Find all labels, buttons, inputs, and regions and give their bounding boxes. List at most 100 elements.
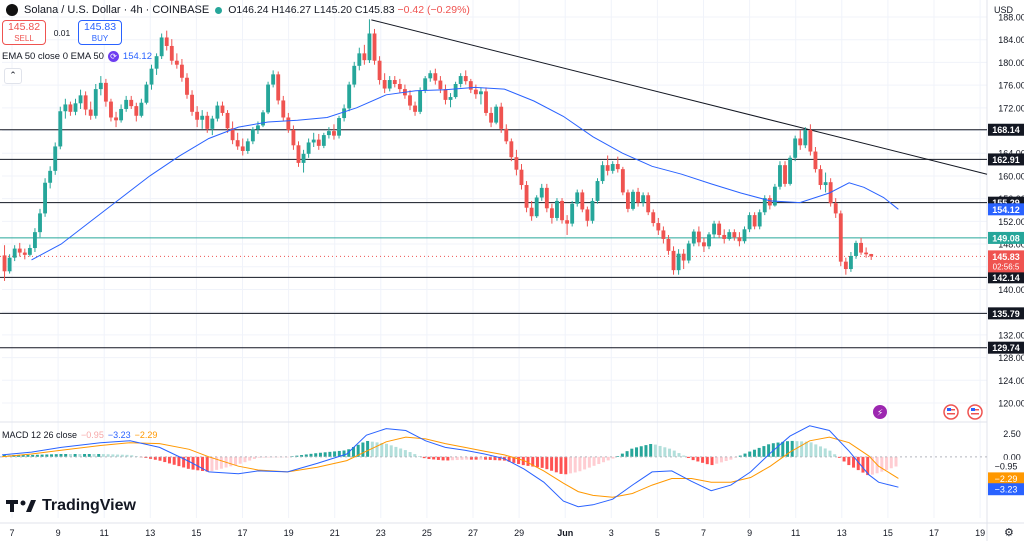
macd-hist-bar — [743, 453, 747, 457]
candle-body — [271, 74, 276, 85]
macd-hist-bar — [488, 456, 492, 460]
macd-hist-bar — [653, 444, 657, 457]
settings-gear-icon[interactable]: ⚙ — [1004, 527, 1014, 539]
time-tick-label: 15 — [191, 528, 201, 538]
symbol-title[interactable]: Solana / U.S. Dollar · 4h · COINBASE — [24, 4, 210, 16]
candle-body — [671, 250, 676, 271]
macd-hist-bar — [804, 441, 808, 457]
candle-body — [332, 131, 336, 136]
candle-body — [590, 200, 595, 221]
candle-body — [686, 243, 691, 261]
sell-button[interactable]: 145.82 SELL — [2, 20, 46, 45]
macd-hist-bar — [290, 456, 294, 457]
level-price-label: 162.91 — [992, 155, 1020, 165]
macd-hist-bar — [370, 441, 374, 457]
currency-label[interactable]: USD — [994, 5, 1014, 15]
refresh-icon[interactable]: ⟳ — [107, 51, 119, 62]
macd-hist-bar — [281, 456, 285, 458]
ema-value: 154.12 — [122, 51, 152, 62]
macd-hist-bar — [597, 456, 601, 465]
candle-body — [838, 213, 843, 262]
time-tick-label: 19 — [975, 528, 985, 538]
candle-body — [722, 234, 727, 239]
candle-body — [463, 76, 468, 82]
macd-hist-bar — [26, 454, 30, 457]
time-tick-label: 17 — [237, 528, 247, 538]
event-icons: ⚡ — [873, 404, 983, 420]
candle-body — [494, 106, 499, 123]
candle-body — [245, 141, 250, 151]
macd-hist-bar — [696, 456, 700, 462]
macd-hist-bar — [606, 456, 610, 461]
level-price-label-box — [988, 271, 1024, 284]
level-price-label-box — [988, 153, 1024, 166]
price-tick-label: 132.00 — [998, 330, 1024, 340]
ema-50-line — [31, 86, 899, 261]
candle-body — [347, 84, 352, 109]
macd-legend[interactable]: MACD 12 26 close −0.95 −3.23 −2.29 — [2, 430, 157, 440]
macd-hist-bar — [403, 450, 407, 457]
candle-body — [129, 99, 134, 107]
macd-hist-bar — [748, 451, 752, 457]
time-tick-label: 7 — [9, 528, 14, 538]
macd-hist-bar — [800, 441, 804, 457]
candle-body — [575, 192, 580, 204]
macd-hist-bar — [73, 454, 77, 457]
candle-body — [661, 230, 666, 239]
macd-hist-tag: −0.95 — [995, 461, 1018, 471]
candle-body — [103, 82, 108, 102]
macd-hist-bar — [460, 456, 464, 460]
candle-body — [250, 129, 255, 142]
macd-hist-bar — [59, 454, 63, 457]
candle-body — [423, 78, 428, 91]
macd-hist-bar — [601, 456, 605, 463]
macd-hist-bar — [361, 442, 365, 457]
price-axis: 188.00184.00180.00176.00172.00168.00164.… — [988, 13, 1024, 496]
macd-hist-bar — [196, 456, 200, 471]
last-price-box — [988, 250, 1024, 273]
us-flag-event-icon[interactable] — [943, 404, 959, 420]
macd-hist-bar — [512, 456, 516, 463]
candle-body — [261, 112, 265, 126]
candle-body — [27, 248, 32, 255]
candle-body — [83, 95, 88, 110]
candle-body — [53, 146, 58, 171]
candle-body — [367, 33, 372, 61]
buy-button[interactable]: 145.83 BUY — [78, 20, 122, 45]
candle-body — [524, 185, 529, 208]
time-tick-label: 25 — [422, 528, 432, 538]
candle-body — [519, 169, 524, 186]
trade-buttons: 145.82 SELL 0.01 145.83 BUY — [2, 20, 122, 45]
macd-hist-bar — [738, 455, 742, 457]
candle-body — [605, 165, 610, 171]
candle-body — [691, 231, 696, 244]
candle-body — [159, 37, 164, 57]
time-tick-label: 27 — [468, 528, 478, 538]
candle-body — [625, 192, 630, 209]
macd-hist-bar — [493, 456, 497, 461]
candle-body — [712, 223, 717, 235]
candle-body — [352, 65, 357, 85]
macd-hist-bar — [889, 456, 893, 469]
candle-body — [397, 84, 402, 90]
event-flash-icon[interactable] — [873, 405, 887, 419]
macd-hist-bar — [644, 445, 648, 457]
candle-body — [600, 165, 605, 182]
candle-body — [666, 238, 671, 251]
us-flag-event-icon[interactable] — [967, 404, 983, 420]
ema-legend[interactable]: EMA 50 close 0 EMA 50 ⟳ 154.12 — [2, 51, 152, 62]
collapse-legend-button[interactable]: ⌃ — [4, 68, 22, 84]
macd-hist-bar — [578, 456, 582, 472]
macd-hist-bar — [267, 456, 271, 458]
time-tick-label: 17 — [929, 528, 939, 538]
macd-hist-bar — [847, 456, 851, 466]
candle-body — [544, 187, 549, 209]
candle-body — [48, 170, 53, 183]
candle-body — [68, 104, 73, 112]
macd-hist-bar — [144, 456, 148, 458]
candle-body — [286, 117, 291, 130]
macd-hist-bar — [285, 456, 289, 458]
macd-hist-bar — [682, 455, 686, 457]
candle-body — [848, 255, 853, 270]
